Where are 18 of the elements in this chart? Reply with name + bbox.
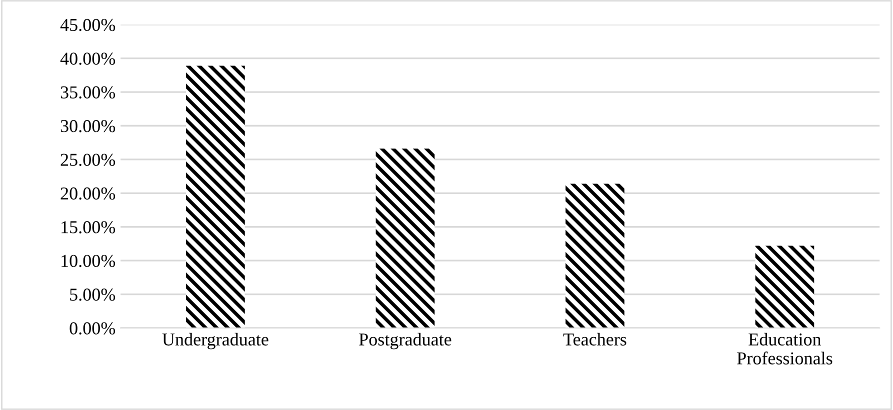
y-tick-label: 0.00% bbox=[70, 322, 116, 335]
x-tick-label: Undergraduate bbox=[162, 332, 268, 350]
x-tick-label: Education Professionals bbox=[737, 332, 832, 364]
y-tick-label: 15.00% bbox=[62, 221, 116, 234]
bar bbox=[186, 66, 245, 328]
y-tick-label: 20.00% bbox=[60, 187, 116, 200]
y-tick-label: 40.00% bbox=[60, 52, 116, 65]
y-tick-label: 25.00% bbox=[60, 154, 116, 166]
y-tick-label: 10.00% bbox=[62, 254, 116, 268]
bar bbox=[755, 246, 814, 328]
bar bbox=[566, 184, 624, 328]
x-tick-label: Postgraduate bbox=[359, 332, 452, 350]
bar bbox=[376, 148, 435, 328]
y-tick-label: 5.00% bbox=[70, 288, 116, 301]
y-tick-label: 35.00% bbox=[60, 86, 116, 99]
x-tick-label: Teachers bbox=[563, 332, 626, 346]
y-tick-label: 45.00% bbox=[60, 18, 116, 32]
y-tick-label: 30.00% bbox=[60, 120, 116, 132]
